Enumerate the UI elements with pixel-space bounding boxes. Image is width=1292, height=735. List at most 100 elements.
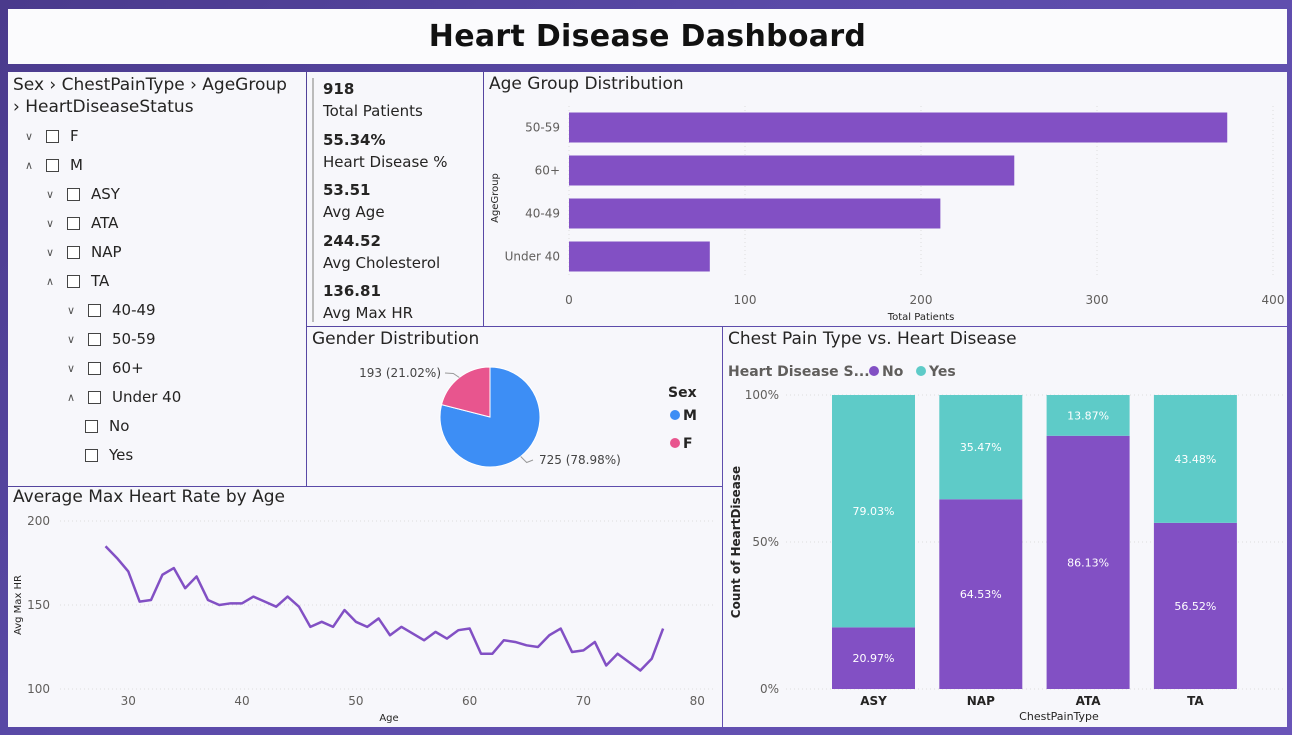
- chevron-down-icon[interactable]: ∨: [45, 245, 55, 259]
- x-tick-label: 70: [576, 694, 591, 708]
- slicer-item[interactable]: ∨ ATA: [43, 212, 118, 234]
- cards-divider: [312, 78, 314, 322]
- stacked-bar-segment: [1153, 395, 1237, 523]
- chevron-up-icon[interactable]: ∧: [45, 274, 55, 288]
- y-tick-label: 100: [27, 682, 50, 696]
- slicer-title-line1: Sex › ChestPainType › AgeGroup: [13, 75, 287, 95]
- slicer-checkbox[interactable]: [67, 274, 80, 288]
- chevron-down-icon[interactable]: ∨: [66, 332, 76, 346]
- y-tick-label: 50-59: [525, 121, 560, 135]
- kpi-value: 918: [323, 80, 355, 98]
- slicer-item-label: ASY: [91, 185, 120, 203]
- age-bar: [569, 155, 1015, 186]
- slicer-checkbox[interactable]: [85, 448, 98, 462]
- age-bar: [569, 112, 1228, 143]
- slicer-item-label: Under 40: [112, 388, 182, 406]
- slicer-item[interactable]: Yes: [85, 444, 133, 466]
- kpi-value: 55.34%: [323, 130, 386, 149]
- x-axis-title: Total Patients: [887, 312, 955, 323]
- legend-title: Heart Disease S...: [728, 364, 870, 380]
- x-tick-label: 200: [910, 293, 933, 307]
- chevron-down-icon[interactable]: ∨: [66, 361, 76, 375]
- legend-label: F: [683, 436, 693, 452]
- gender-chart-title: Gender Distribution: [312, 329, 480, 349]
- slicer-item[interactable]: ∨ 60+: [64, 357, 144, 379]
- chest-pain-panel: Chest Pain Type vs. Heart Disease 0% 50% 1…: [723, 327, 1287, 727]
- chevron-down-icon[interactable]: ∨: [45, 216, 55, 230]
- slicer-checkbox[interactable]: [88, 361, 101, 375]
- age-chart-title: Age Group Distribution: [489, 74, 684, 94]
- chevron-down-icon[interactable]: ∨: [45, 187, 55, 201]
- slicer-item-label: TA: [91, 272, 110, 290]
- chevron-up-icon[interactable]: ∧: [66, 390, 76, 404]
- slicer-item[interactable]: ∧ M: [22, 154, 83, 176]
- kpi-label: Total Patients: [323, 102, 423, 120]
- max-hr-panel: Average Max Heart Rate by Age 100 150 200 3…: [8, 487, 722, 727]
- slicer-item[interactable]: ∨ 50-59: [64, 328, 156, 350]
- slicer-item-label: No: [109, 417, 130, 435]
- chevron-up-icon[interactable]: ∧: [24, 158, 34, 172]
- y-tick-label: 0%: [760, 682, 779, 696]
- slicer-checkbox[interactable]: [67, 187, 80, 201]
- slicer-checkbox[interactable]: [46, 129, 59, 143]
- slicer-item-label: F: [70, 127, 79, 145]
- slicer-item[interactable]: ∨ F: [22, 125, 79, 147]
- legend-marker: [869, 366, 879, 376]
- gender-panel: Gender Distribution 725 (78.98%) 193 (21.…: [307, 327, 722, 486]
- slicer-title-line2: › HeartDiseaseStatus: [13, 97, 194, 117]
- y-tick-label: Under 40: [505, 250, 560, 264]
- slicer-checkbox[interactable]: [67, 245, 80, 259]
- slicer-item[interactable]: ∧ Under 40: [64, 386, 181, 408]
- stacked-bar-segment: [832, 395, 915, 628]
- x-axis-title: Age: [379, 713, 398, 724]
- x-tick-label: 50: [348, 694, 363, 708]
- slicer-item[interactable]: No: [85, 415, 129, 437]
- slicer-item[interactable]: ∧ TA: [43, 270, 109, 292]
- x-tick-label: 400: [1262, 293, 1285, 307]
- x-tick-label: 60: [462, 694, 477, 708]
- y-tick-label: 50%: [752, 535, 779, 549]
- chevron-down-icon[interactable]: ∨: [24, 129, 34, 143]
- chest-pain-chart: 0% 50% 100% Heart Disease S... No Yes 20.97% 79…: [728, 364, 1283, 723]
- y-tick-label: 60+: [535, 164, 560, 178]
- y-axis-title: AgeGroup: [490, 173, 501, 223]
- bar-data-label: 20.97%: [853, 652, 895, 665]
- pie-slice: [439, 366, 541, 468]
- slicer-item-label: ATA: [91, 214, 119, 232]
- slicer-item[interactable]: ∨ NAP: [43, 241, 122, 263]
- pie-data-label: 193 (21.02%): [359, 366, 441, 380]
- legend-title: Sex: [668, 385, 697, 401]
- legend-label: No: [882, 364, 904, 380]
- chest-chart-title: Chest Pain Type vs. Heart Disease: [728, 329, 1017, 349]
- gender-pie-chart: 725 (78.98%) 193 (21.02%) Sex MF: [359, 366, 697, 468]
- bar-data-label: 79.03%: [853, 505, 895, 518]
- max-hr-series-line: [104, 545, 665, 672]
- header-bar: Heart Disease Dashboard: [8, 9, 1287, 64]
- x-tick-label: ASY: [860, 694, 887, 708]
- slicer-checkbox[interactable]: [88, 332, 101, 346]
- chevron-down-icon[interactable]: ∨: [66, 303, 76, 317]
- stacked-bar-segment: [832, 627, 915, 689]
- slicer-item-label: NAP: [91, 243, 122, 261]
- y-tick-label: 100%: [745, 388, 779, 402]
- x-tick-label: 80: [690, 694, 705, 708]
- hierarchy-slicer: Sex › ChestPainType › AgeGroup › HeartDi…: [8, 72, 306, 486]
- kpi-label: Avg Cholesterol: [323, 253, 441, 272]
- y-axis-title: Avg Max HR: [13, 575, 24, 635]
- slicer-item[interactable]: ∨ 40-49: [64, 299, 156, 321]
- slicer-title: Sex › ChestPainType › AgeGroup › HeartDi…: [13, 74, 287, 118]
- stacked-bar-segment: [1046, 395, 1130, 436]
- x-tick-label: 30: [121, 694, 136, 708]
- bar-data-label: 13.87%: [1067, 409, 1109, 422]
- slicer-checkbox[interactable]: [88, 303, 101, 317]
- slicer-item[interactable]: ∨ ASY: [43, 183, 120, 205]
- slicer-checkbox[interactable]: [88, 390, 101, 404]
- slicer-checkbox[interactable]: [67, 216, 80, 230]
- kpi-cards: 918 Total Patients 55.34% Heart Disease % 53…: [307, 72, 483, 326]
- slicer-checkbox[interactable]: [46, 158, 59, 172]
- slicer-checkbox[interactable]: [85, 419, 98, 433]
- stacked-bar-segment: [939, 395, 1023, 500]
- x-tick-label: 40: [234, 694, 249, 708]
- legend-marker: [670, 438, 680, 448]
- kpi-value: 136.81: [323, 282, 381, 300]
